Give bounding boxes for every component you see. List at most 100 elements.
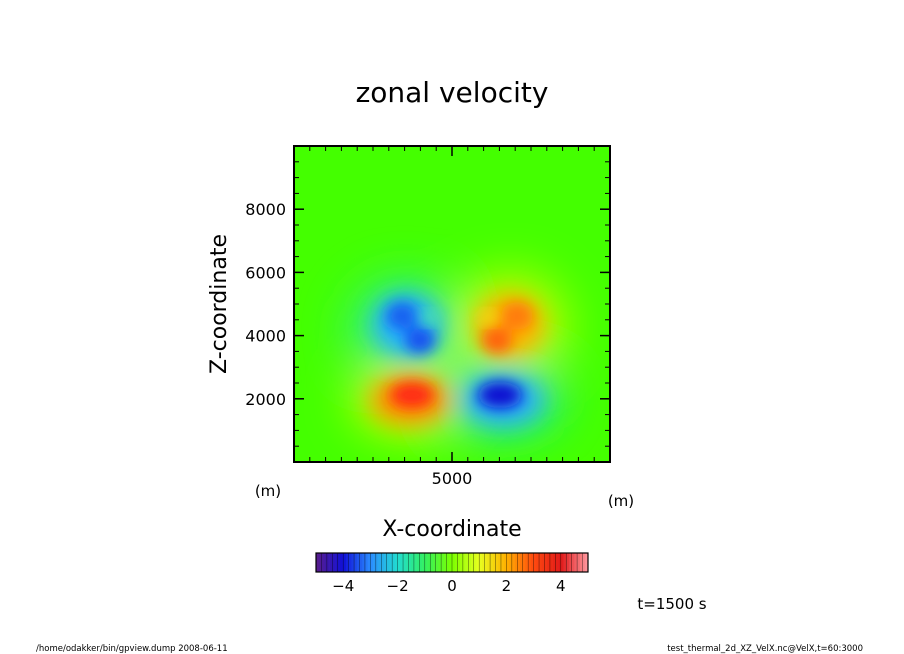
colorbar-cell [585,553,589,572]
colorbar-cell [424,553,428,572]
colorbar-cell [487,553,491,572]
colorbar-cell [577,553,581,572]
colorbar-cell [520,553,524,572]
colorbar-cell [397,553,401,572]
y-tick-labels: 2000 4000 6000 8000 [245,200,286,409]
colorbar-cell [506,553,510,572]
colorbar-cell [539,553,543,572]
plot-area [294,146,610,462]
colorbar-cell [405,553,409,572]
x-tick-label: 5000 [432,469,473,488]
colorbar-cell [416,553,420,572]
colorbar-cell [528,553,532,572]
y-tick-label: 8000 [245,200,286,219]
colorbar-cell [560,553,564,572]
colorbar-cell [354,553,358,572]
colorbar-cell [533,553,537,572]
colorbar-cells [315,553,589,572]
colorbar-cell [324,553,328,572]
colorbar-cell [318,553,322,572]
colorbar-cell [335,553,339,572]
y-axis-title: Z-coordinate [207,234,232,374]
x-tick-labels: 5000 [432,469,473,488]
colorbar-cell [432,553,436,572]
colorbar-cell [481,553,485,572]
colorbar-cell [490,553,494,572]
colorbar-cell [500,553,504,572]
colorbar-cell [558,553,562,572]
time-label: t=1500 s [637,595,706,613]
colorbar-cell [468,553,472,572]
colorbar-cell [552,553,556,572]
colorbar-cell [384,553,388,572]
colorbar-cell [408,553,412,572]
colorbar-cell [413,553,417,572]
colorbar-cell [356,553,360,572]
colorbar-cell [514,553,518,572]
colorbar: −4 −2 0 2 4 [315,552,589,595]
colorbar-cell [378,553,382,572]
colorbar-cell [549,553,553,572]
colorbar-cell [476,553,480,572]
colorbar-cell [419,553,423,572]
colorbar-cell [411,553,415,572]
colorbar-cell [457,553,461,572]
colorbar-cell [400,553,404,572]
colorbar-cell [452,553,456,572]
colorbar-cell [359,553,363,572]
colorbar-cell [511,553,515,572]
field-notches [421,310,497,326]
colorbar-cell [375,553,379,572]
colorbar-cell [348,553,352,572]
y-tick-label: 4000 [245,327,286,346]
y-tick-label: 6000 [245,263,286,282]
colorbar-cell [386,553,390,572]
footer-left: /home/odakker/bin/gpview.dump 2008-06-11 [36,644,228,654]
colorbar-cell [571,553,575,572]
y-tick-label: 2000 [245,390,286,409]
colorbar-cell [498,553,502,572]
colorbar-cell [563,553,567,572]
colorbar-cell [403,553,407,572]
colorbar-cell [329,553,333,572]
colorbar-cell [435,553,439,572]
y-axis-unit: (m) [255,482,281,500]
colorbar-cell [568,553,572,572]
colorbar-tick-label: 0 [447,577,457,595]
colorbar-cell [370,553,374,572]
colorbar-cell [579,553,583,572]
colorbar-cell [326,553,330,572]
colorbar-cell [422,553,426,572]
footer-right: test_thermal_2d_XZ_VelX.nc@VelX,t=60:300… [667,644,863,654]
colorbar-ticks: −4 −2 0 2 4 [332,577,565,595]
colorbar-tick-label: 2 [502,577,512,595]
colorbar-cell [364,553,368,572]
colorbar-cell [332,553,336,572]
colorbar-cell [473,553,477,572]
colorbar-cell [362,553,366,572]
plot-frame [293,145,611,463]
colorbar-cell [484,553,488,572]
colorbar-cell [443,553,447,572]
colorbar-cell [462,553,466,572]
colorbar-cell [530,553,534,572]
colorbar-cell [574,553,578,572]
colorbar-cell [340,553,344,572]
colorbar-cell [465,553,469,572]
colorbar-cell [536,553,540,572]
colorbar-cell [430,553,434,572]
colorbar-cell [566,553,570,572]
colorbar-cell [389,553,393,572]
colorbar-cell [337,553,341,572]
colorbar-cell [503,553,507,572]
colorbar-cell [438,553,442,572]
colorbar-cell [541,553,545,572]
x-axis-title: X-coordinate [382,517,521,542]
colorbar-cell [427,553,431,572]
colorbar-cell [394,553,398,572]
colorbar-tick-label: −2 [387,577,409,595]
major-ticks [294,146,610,462]
colorbar-cell [460,553,464,572]
colorbar-cell [446,553,450,572]
